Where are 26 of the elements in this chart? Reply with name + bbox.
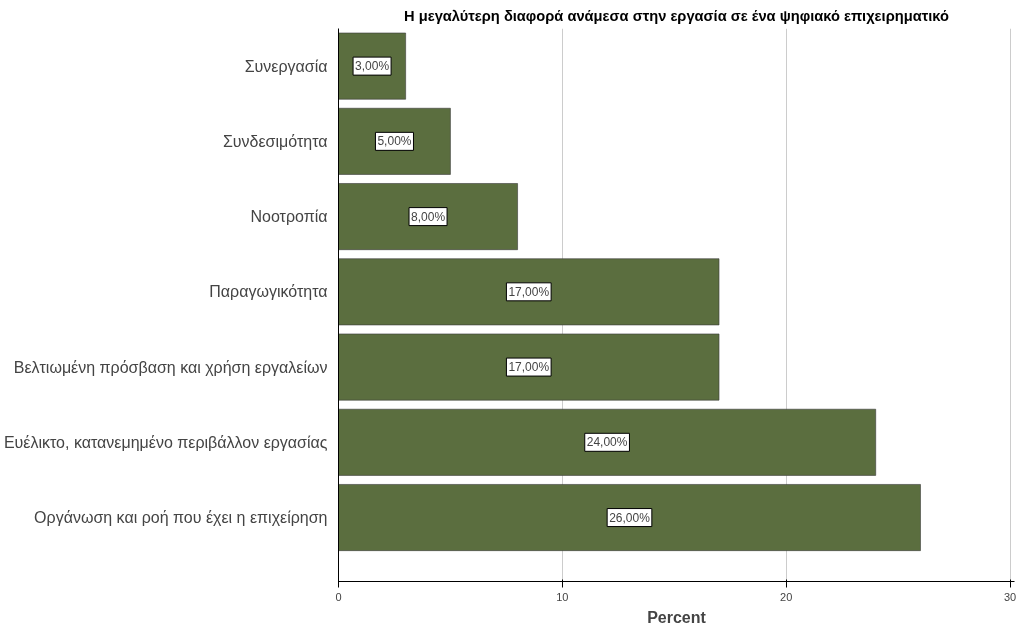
data-label: 8,00%	[411, 209, 446, 224]
x-tick-label: 10	[556, 590, 569, 603]
y-tick-label: Βελτιωμένη πρόσβαση και χρήση εργαλείων	[13, 358, 328, 376]
bar	[338, 484, 921, 551]
chart-title: Η μεγαλύτερη διαφορά ανάμεσα στην εργασία σε ένα ψηφιακό επιχειρηματικό	[404, 7, 949, 24]
data-label: 17,00%	[508, 284, 550, 299]
x-axis-title: Percent	[647, 608, 707, 626]
y-tick-label: Νοοτροπία	[250, 208, 328, 226]
y-tick-label: Παραγωγικότητα	[209, 283, 328, 301]
bar	[338, 333, 720, 401]
y-tick-label: Συνεργασία	[244, 57, 328, 75]
y-tick-label: Συνδεσιμότητα	[222, 132, 328, 150]
data-label: 24,00%	[586, 435, 628, 450]
bar	[338, 183, 518, 250]
y-tick-label: Ευέλικτο, κατανεμημένο περιβάλλον εργασίας	[3, 433, 328, 451]
data-label: 17,00%	[508, 360, 550, 375]
x-tick-label: 30	[1003, 590, 1017, 603]
data-label: 26,00%	[609, 510, 651, 525]
bar	[338, 258, 720, 326]
x-tick-label: 0	[335, 590, 342, 603]
bar	[338, 408, 877, 476]
x-tick-label: 20	[780, 590, 793, 603]
data-label: 3,00%	[355, 59, 390, 74]
y-tick-label: Οργάνωση και ροή που έχει η επιχείρηση	[34, 509, 328, 527]
bar	[338, 107, 451, 175]
data-label: 5,00%	[377, 134, 412, 149]
